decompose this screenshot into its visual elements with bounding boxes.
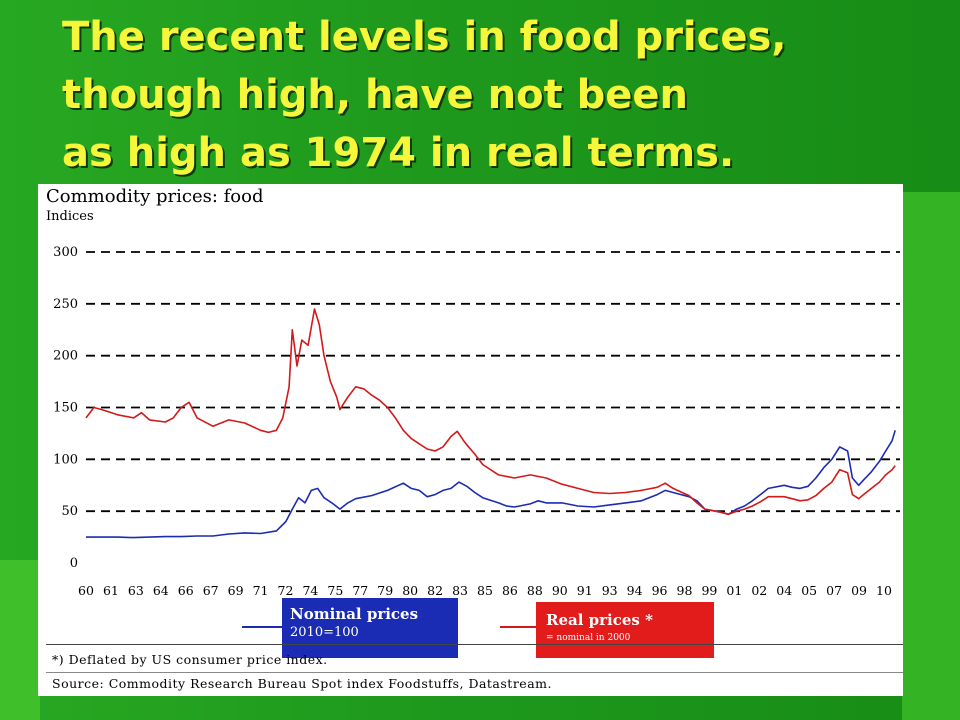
source-divider [46,672,903,673]
x-tick-label: 60 [78,583,94,598]
footnote: *) Deflated by US consumer price index. [52,652,328,667]
x-tick-label: 64 [153,583,169,598]
background-stripe [0,560,40,720]
chart-title: Commodity prices: food [46,186,264,207]
x-tick-label: 85 [477,583,493,598]
x-tick-label: 63 [128,583,144,598]
x-tick-label: 99 [701,583,717,598]
x-tick-label: 74 [302,583,318,598]
x-tick-label: 90 [552,583,568,598]
real-legend-swatch [500,626,540,628]
x-tick-label: 79 [377,583,393,598]
x-tick-label: 09 [851,583,867,598]
real-legend-label: Real prices * [546,611,653,629]
x-tick-label: 83 [452,583,468,598]
y-tick-label: 50 [61,504,78,519]
footnote-divider [46,644,903,645]
x-tick-label: 07 [826,583,842,598]
x-tick-label: 93 [602,583,618,598]
slide-title-line-3: as high as 1974 in real terms. [62,130,735,176]
x-tick-label: 05 [801,583,817,598]
real-legend-note: = nominal in 2000 [546,633,631,643]
slide-title: The recent levels in food prices, though… [62,8,942,182]
source-note: Source: Commodity Research Bureau Spot i… [52,676,552,691]
nominal-legend: Nominal prices 2010=100 [282,598,458,658]
x-tick-label: 61 [103,583,119,598]
x-tick-label: 75 [327,583,343,598]
x-tick-label: 67 [203,583,219,598]
nominal-legend-label: Nominal prices [290,605,419,623]
x-tick-label: 77 [352,583,368,598]
slide-title-line-2: though high, have not been [62,72,688,118]
y-tick-label: 250 [53,297,78,312]
x-tick-label: 96 [652,583,668,598]
x-tick-label: 98 [677,583,693,598]
x-tick-label: 94 [627,583,643,598]
y-tick-label: 0 [70,556,78,571]
y-tick-label: 200 [53,349,78,364]
x-tick-label: 69 [228,583,244,598]
y-tick-label: 100 [53,452,78,467]
x-tick-label: 71 [253,583,269,598]
real-legend: Real prices * = nominal in 2000 [536,602,714,658]
y-tick-label: 300 [53,245,78,260]
x-tick-label: 82 [427,583,443,598]
background-stripe [902,192,960,720]
nominal-legend-note: 2010=100 [290,625,359,640]
x-tick-label: 01 [726,583,742,598]
x-tick-label: 88 [527,583,543,598]
chart-panel: Commodity prices: food Indices 0 50 100 150… [38,184,903,696]
chart-header: Commodity prices: food Indices [46,186,264,225]
x-tick-label: 66 [178,583,194,598]
x-tick-label: 10 [876,583,892,598]
x-tick-label: 04 [776,583,792,598]
x-tick-label: 91 [577,583,593,598]
x-tick-label: 02 [751,583,767,598]
nominal-legend-swatch [242,626,286,628]
y-tick-label: 150 [53,401,78,416]
real-price-line [85,308,896,516]
x-tick-label: 86 [502,583,518,598]
nominal-price-line [86,430,896,539]
x-tick-label: 80 [402,583,418,598]
slide-title-line-1: The recent levels in food prices, [62,14,787,60]
x-tick-label: 72 [278,583,294,598]
y-axis-label: Indices [46,209,94,224]
